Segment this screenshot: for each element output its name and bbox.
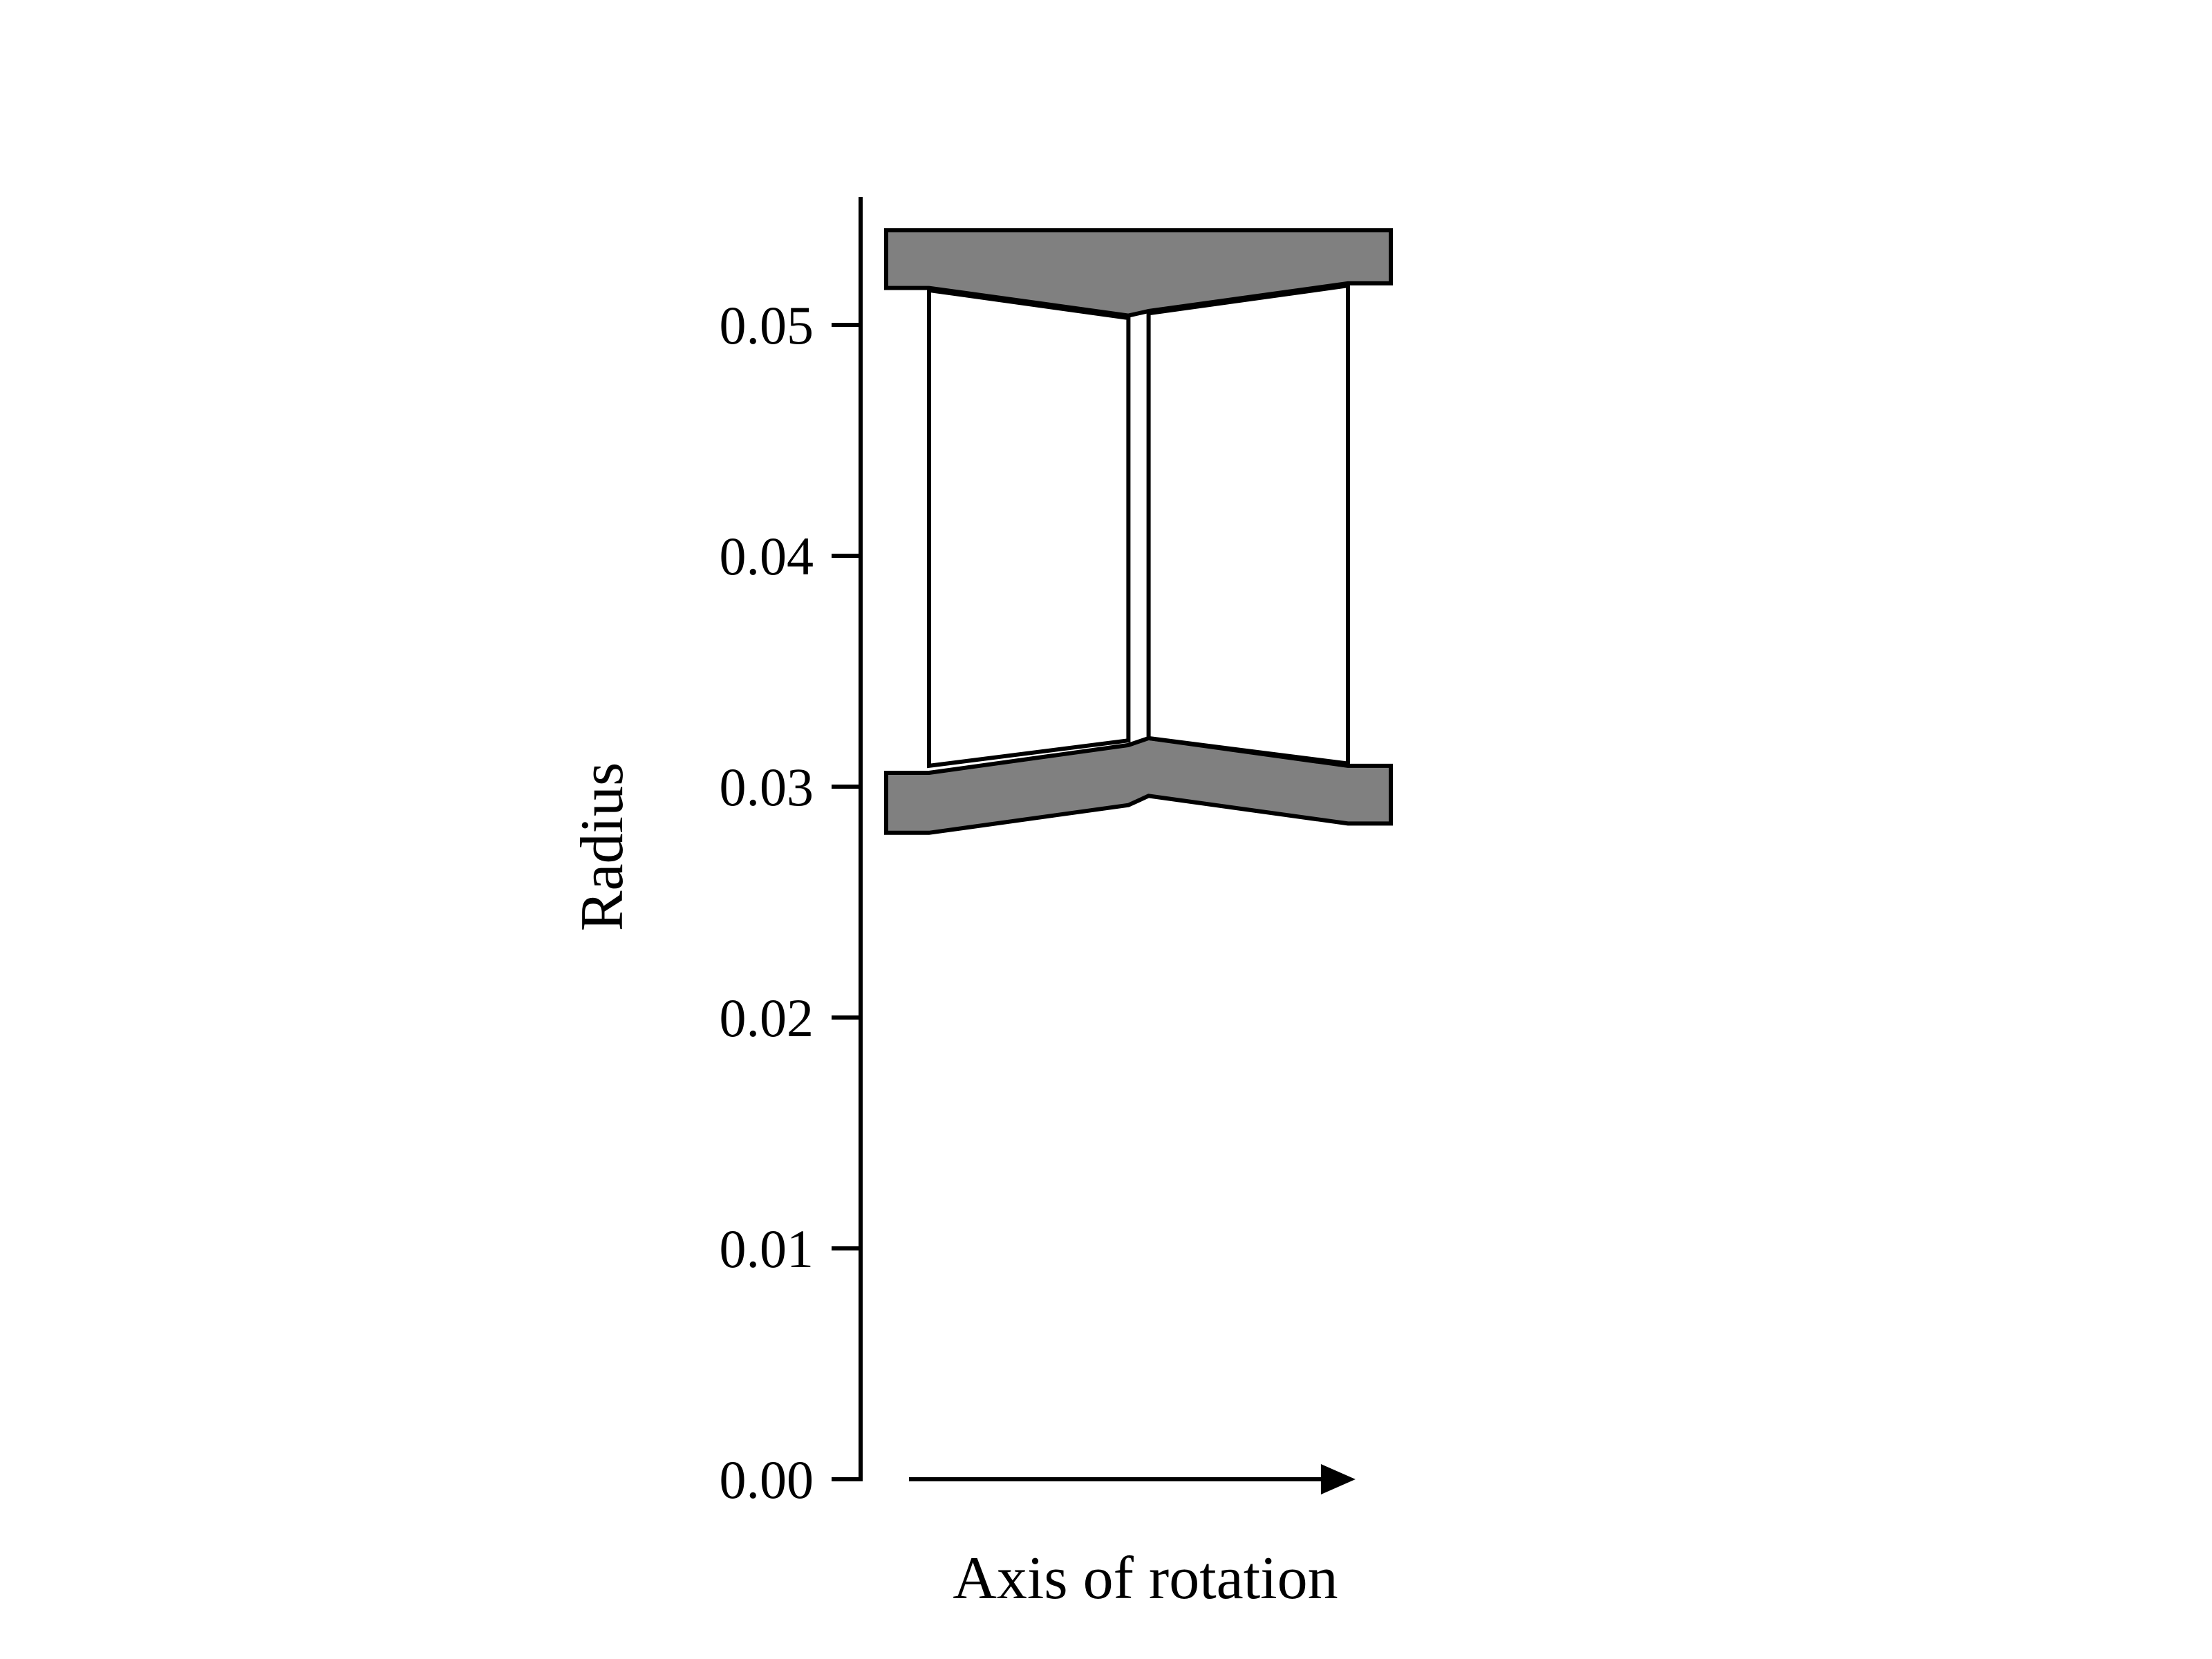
- y-tick-label: 0.00: [720, 1450, 814, 1510]
- y-tick-label: 0.05: [720, 295, 814, 355]
- hub: [884, 735, 1393, 835]
- y-tick-label: 0.01: [720, 1219, 814, 1279]
- casing: [884, 228, 1393, 318]
- blade-row-2: [1146, 283, 1350, 767]
- rotation-arrow-head: [1320, 1464, 1356, 1494]
- y-tick-label: 0.03: [720, 757, 814, 817]
- y-tick-label: 0.04: [720, 526, 814, 586]
- y-axis-label: Radius: [569, 762, 636, 931]
- y-tick-label: 0.02: [720, 988, 814, 1048]
- blade-row-1: [927, 288, 1131, 769]
- rotation-arrow: [909, 1464, 1356, 1494]
- x-axis-label: Axis of rotation: [953, 1545, 1338, 1612]
- y-axis: 0.00 0.01 0.02 0.03 0.04 0.05: [720, 197, 863, 1510]
- components-layer: [884, 228, 1393, 835]
